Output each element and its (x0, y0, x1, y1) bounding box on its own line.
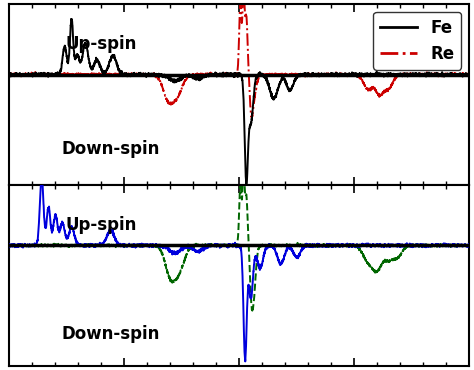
Legend: Fe, Re: Fe, Re (374, 12, 461, 70)
Text: Down-spin: Down-spin (62, 140, 160, 158)
Text: Up-spin: Up-spin (66, 34, 137, 53)
Text: Down-spin: Down-spin (62, 324, 160, 343)
Text: Up-spin: Up-spin (66, 216, 137, 234)
